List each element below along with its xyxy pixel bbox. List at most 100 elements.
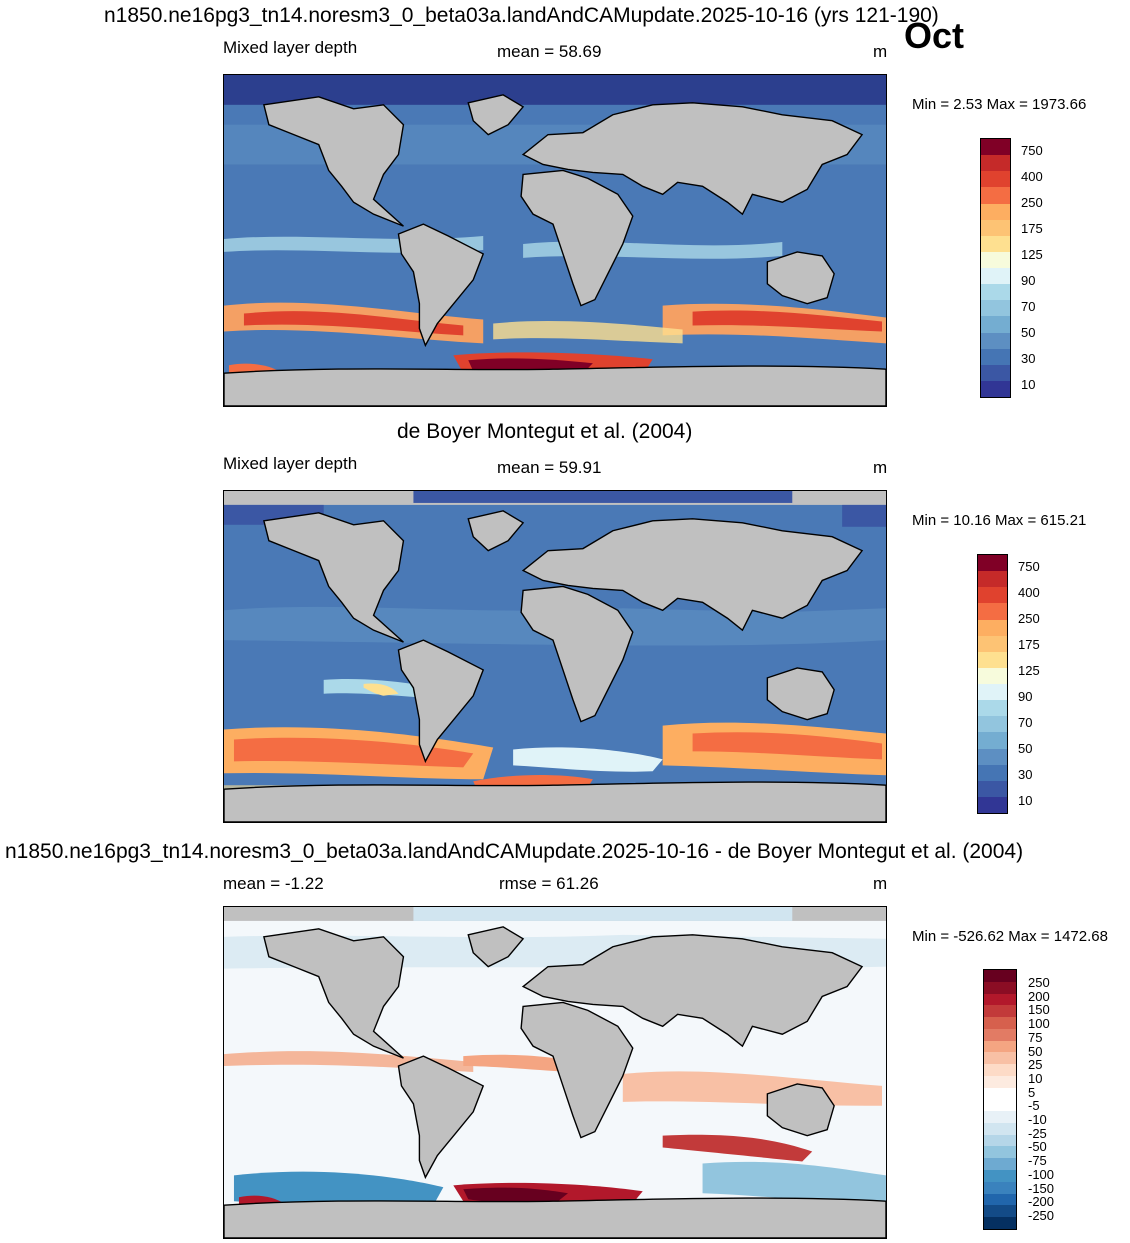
colorbar-swatch [981, 348, 1010, 365]
colorbar-tick-label: 400 [1021, 169, 1043, 184]
colorbar-tick-label: 750 [1021, 143, 1043, 158]
colorbar-swatch [981, 316, 1010, 333]
colorbar-tick-label: 750 [1018, 559, 1040, 574]
colorbar-swatch [984, 1158, 1016, 1171]
colorbar-tick-label: -250 [1028, 1207, 1055, 1223]
colorbar-tick-label: 50 [1021, 325, 1036, 340]
colorbar-swatch [981, 251, 1010, 268]
colorbar-swatch [978, 651, 1007, 668]
colorbar-swatch [981, 364, 1010, 381]
colorbar-swatch [978, 571, 1007, 588]
colorbar-swatch [978, 603, 1007, 620]
colorbar-tick-label: -50 [1028, 1139, 1047, 1155]
colorbar-swatch [984, 1146, 1016, 1159]
colorbar-tick-label: 100 [1028, 1016, 1050, 1032]
colorbar-tick-label: 175 [1021, 221, 1043, 236]
colorbar-swatch [984, 1217, 1016, 1229]
panel3-title: n1850.ne16pg3_tn14.noresm3_0_beta03a.lan… [5, 840, 1024, 863]
colorbar-swatch [981, 268, 1010, 285]
colorbar-swatch [978, 716, 1007, 733]
colorbar-swatch [984, 1005, 1016, 1018]
panel1-colorbar [980, 138, 1011, 398]
colorbar-swatch [978, 748, 1007, 765]
difference-map-svg [224, 907, 886, 1238]
panel3-unit-label: m [873, 874, 888, 893]
panel1-model-map [223, 74, 887, 407]
panel2-title: de Boyer Montegut et al. (2004) [397, 420, 693, 443]
obs-mld-map-svg [224, 491, 886, 822]
panel2-mean-label: mean = 59.91 [497, 458, 602, 477]
colorbar-swatch [981, 187, 1010, 204]
panel2-colorbar [977, 554, 1008, 814]
panel3-rmse-label: rmse = 61.26 [499, 874, 599, 893]
colorbar-swatch [984, 1087, 1016, 1100]
colorbar-swatch [984, 993, 1016, 1006]
colorbar-tick-label: 50 [1028, 1043, 1043, 1059]
colorbar-tick-label: -150 [1028, 1180, 1055, 1196]
colorbar-swatch [978, 764, 1007, 781]
colorbar-swatch [981, 380, 1010, 397]
colorbar-swatch [984, 1075, 1016, 1088]
colorbar-swatch [978, 635, 1007, 652]
colorbar-swatch [978, 555, 1007, 572]
colorbar-tick-label: 200 [1028, 988, 1050, 1004]
model-mld-map-svg [224, 75, 886, 406]
colorbar-swatch [978, 587, 1007, 604]
colorbar-swatch [984, 1064, 1016, 1076]
panel1-minmax-label: Min = 2.53 Max = 1973.66 [912, 96, 1087, 113]
colorbar-tick-label: 70 [1021, 299, 1036, 314]
colorbar-swatch [978, 700, 1007, 717]
colorbar-tick-label: 90 [1018, 689, 1033, 704]
panel3-colorbar [983, 969, 1017, 1230]
colorbar-tick-label: 75 [1028, 1029, 1043, 1045]
colorbar-swatch [984, 981, 1016, 994]
colorbar-swatch [981, 203, 1010, 220]
colorbar-tick-label: 150 [1028, 1002, 1050, 1018]
colorbar-tick-label: 70 [1018, 715, 1033, 730]
colorbar-tick-label: -10 [1028, 1112, 1047, 1127]
colorbar-swatch [978, 796, 1007, 813]
colorbar-swatch [984, 1099, 1016, 1112]
colorbar-tick-label: 10 [1018, 793, 1033, 808]
colorbar-tick-label: 10 [1021, 377, 1036, 392]
colorbar-swatch [978, 667, 1007, 684]
colorbar-tick-label: -200 [1028, 1194, 1055, 1210]
panel1-unit-label: m [873, 42, 888, 61]
colorbar-swatch [978, 780, 1007, 797]
colorbar-tick-label: 30 [1018, 767, 1033, 782]
colorbar-tick-label: 30 [1021, 351, 1036, 366]
panel2-unit-label: m [873, 458, 888, 477]
colorbar-swatch [978, 684, 1007, 701]
colorbar-swatch [981, 235, 1010, 252]
colorbar-swatch [981, 332, 1010, 349]
colorbar-swatch [984, 970, 1016, 982]
colorbar-tick-label: 250 [1028, 975, 1050, 990]
colorbar-tick-label: 250 [1018, 611, 1040, 626]
colorbar-swatch [984, 1052, 1016, 1065]
colorbar-swatch [984, 1181, 1016, 1194]
colorbar-swatch [984, 1017, 1016, 1029]
colorbar-swatch [984, 1170, 1016, 1182]
colorbar-swatch [984, 1134, 1016, 1147]
colorbar-swatch [981, 171, 1010, 188]
panel1-mean-label: mean = 58.69 [497, 42, 602, 61]
panel2-left-label: Mixed layer depth [223, 454, 358, 473]
colorbar-swatch [981, 139, 1010, 156]
panel2-obs-map [223, 490, 887, 823]
colorbar-tick-label: 125 [1021, 247, 1043, 262]
colorbar-swatch [978, 619, 1007, 636]
colorbar-swatch [981, 155, 1010, 172]
colorbar-swatch [984, 1111, 1016, 1123]
colorbar-tick-label: 10 [1028, 1070, 1043, 1086]
colorbar-tick-label: 125 [1018, 663, 1040, 678]
colorbar-tick-label: 400 [1018, 585, 1040, 600]
colorbar-tick-label: -5 [1028, 1098, 1040, 1114]
figure-title: n1850.ne16pg3_tn14.noresm3_0_beta03a.lan… [104, 4, 939, 27]
colorbar-swatch [984, 1028, 1016, 1041]
colorbar-swatch [978, 732, 1007, 749]
colorbar-tick-label: 175 [1018, 637, 1040, 652]
month-label: Oct [904, 15, 965, 56]
colorbar-tick-label: 5 [1028, 1084, 1036, 1100]
colorbar-tick-label: -75 [1028, 1153, 1047, 1169]
colorbar-swatch [981, 300, 1010, 317]
